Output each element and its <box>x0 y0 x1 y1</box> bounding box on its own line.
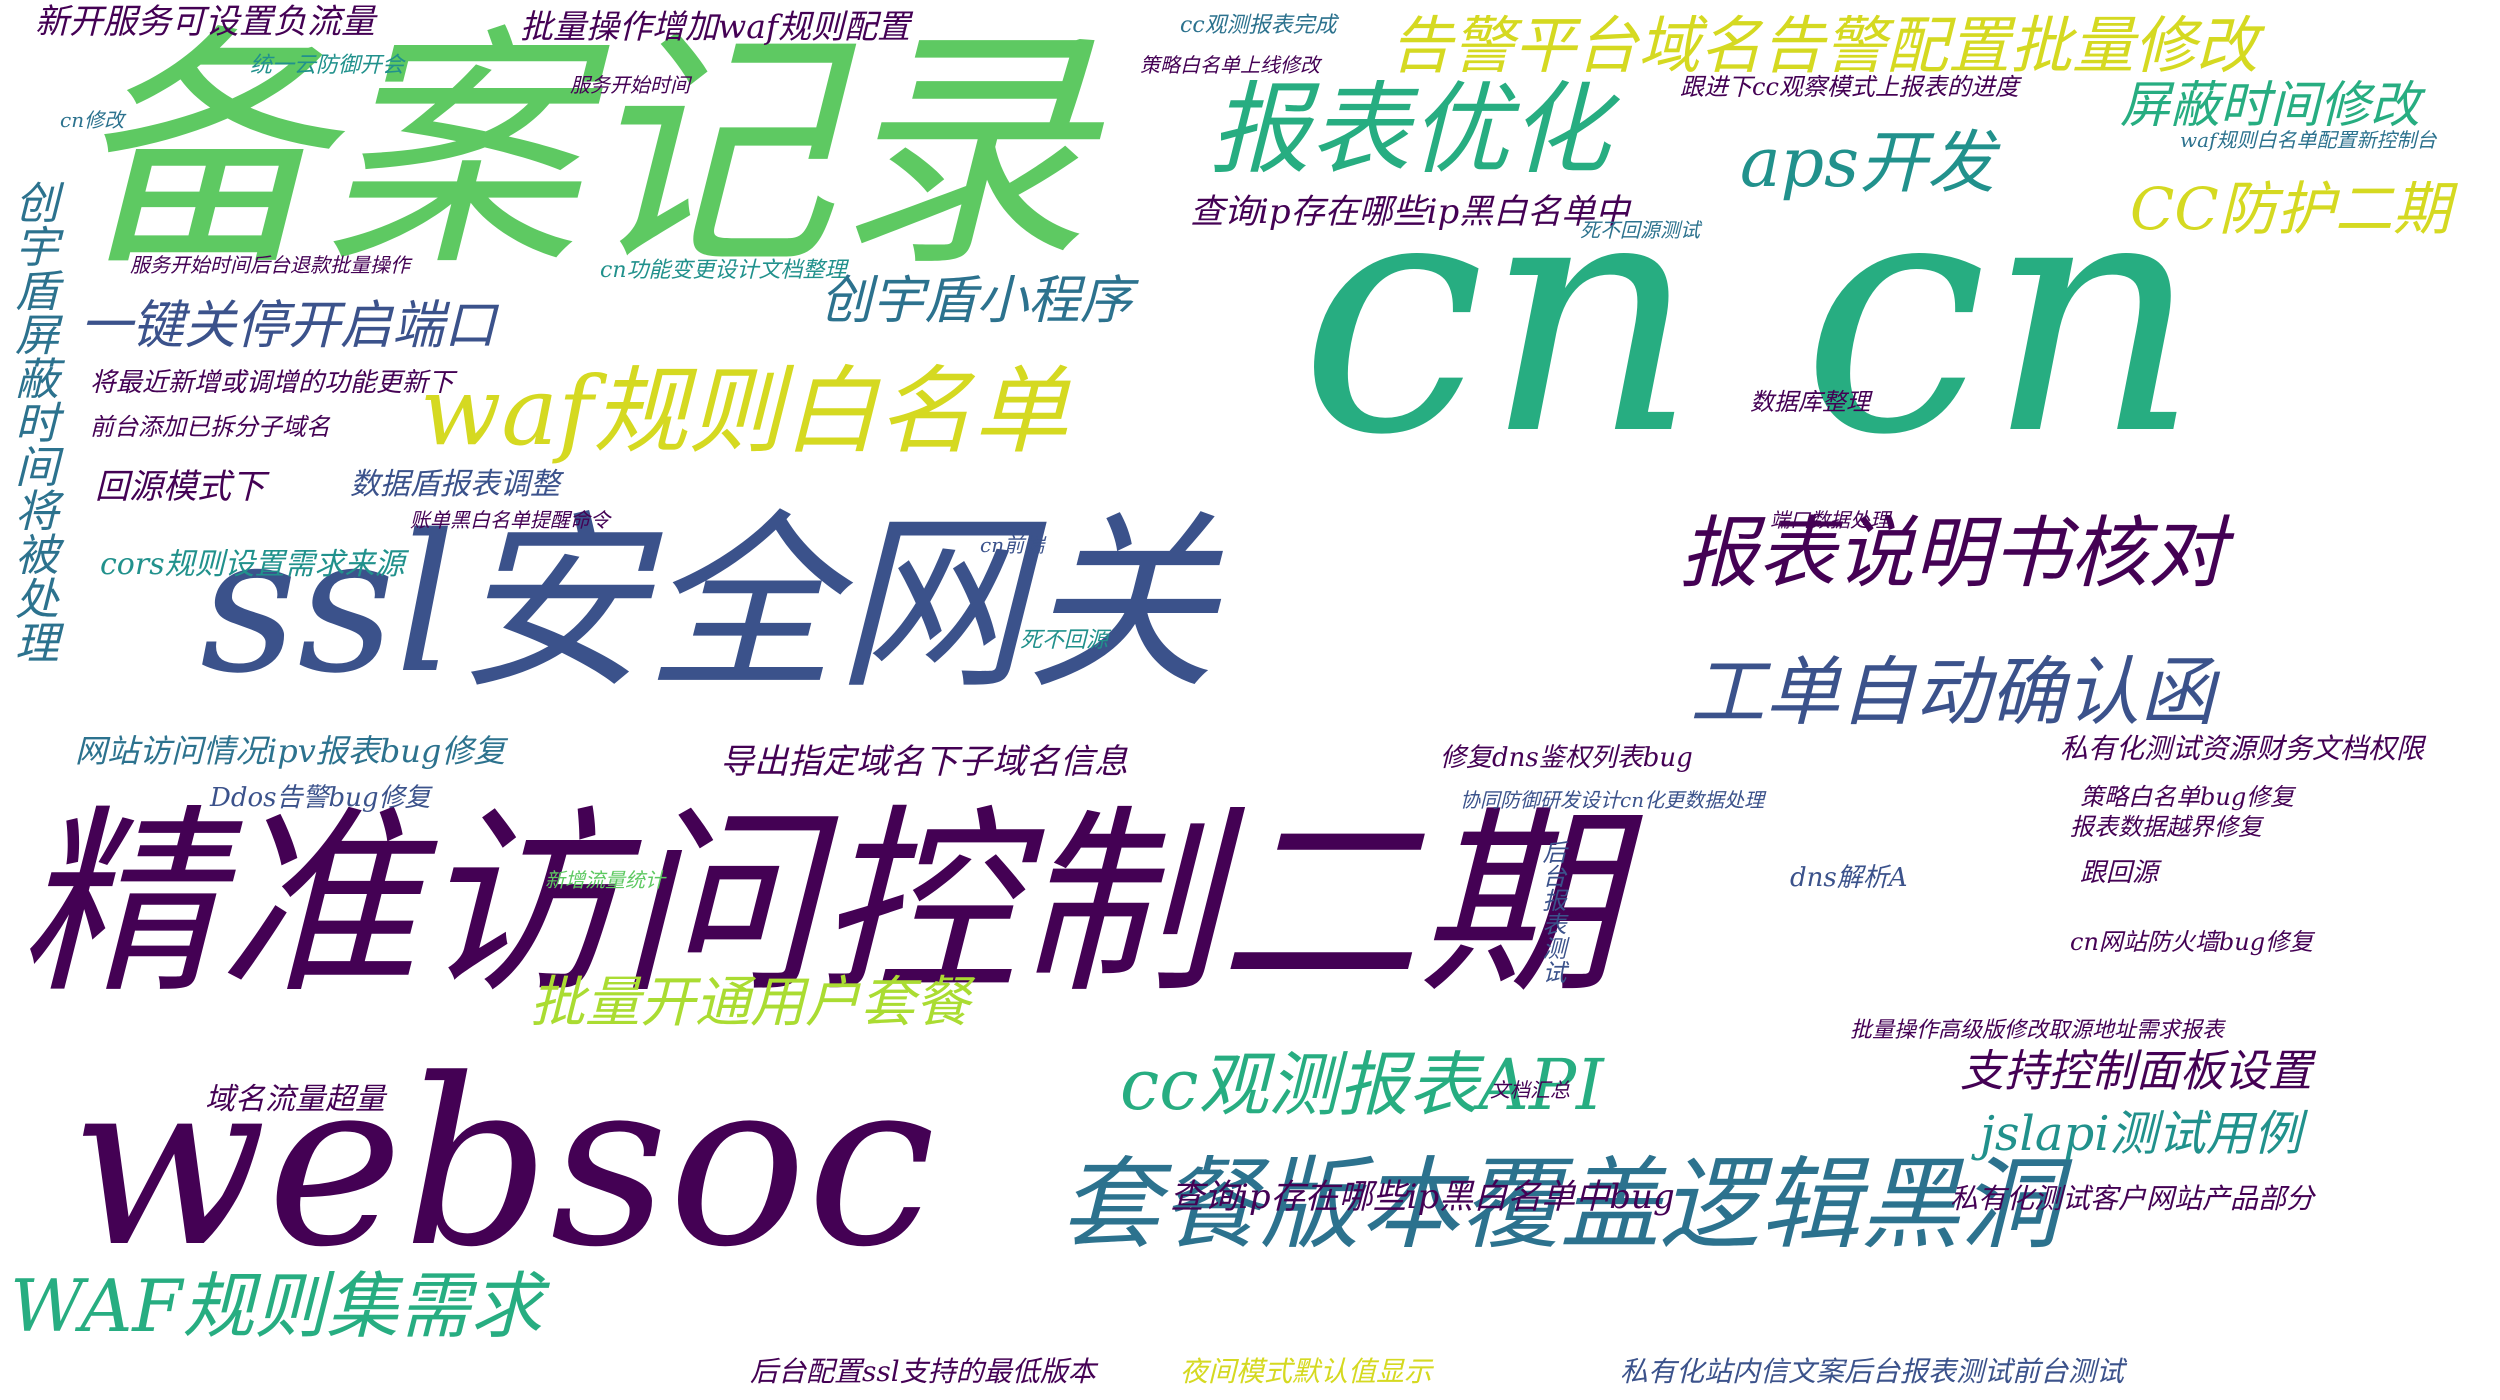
word-26: 批量操作增加waf规则配置 <box>520 7 911 46</box>
word-19: jslapi测试用例 <box>1980 1106 2302 1162</box>
word-60: cn前端 <box>980 533 1045 557</box>
word-17: 屏蔽时间修改 <box>2120 76 2420 134</box>
word-51: 服务开始时间 <box>570 73 690 97</box>
word-11: aps开发 <box>1740 124 1995 203</box>
word-0: 备案记录 <box>70 4 1090 301</box>
word-49: cc观测报表完成 <box>1180 13 1337 38</box>
word-59: 死不回源 <box>1020 628 1109 653</box>
word-52: 统一云防御开会 <box>250 53 405 78</box>
word-31: 后台配置ssl支持的最低版本 <box>750 1355 1096 1388</box>
word-7: 告警平台域名告警配置批量修改 <box>1390 9 2259 82</box>
word-54: cn功能变更设计文档整理 <box>600 258 847 283</box>
word-29: cors规则设置需求来源 <box>100 547 405 582</box>
word-44: 跟回源 <box>2080 858 2159 888</box>
word-13: cc观测报表API <box>1120 1044 1604 1126</box>
word-65: 新增流量统计 <box>545 868 665 892</box>
word-22: 查询ip存在哪些ip黑白名单中bug <box>1170 1177 1675 1217</box>
word-36: 创宇盾屏蔽时间将被处理 <box>7 180 58 664</box>
word-20: 支持控制面板设置 <box>1960 1046 2312 1097</box>
word-58: 协同防御研发设计cn化更数据处理 <box>1460 788 1765 812</box>
word-55: 服务开始时间后台退款批量操作 <box>130 253 410 277</box>
word-61: 死不回源测试 <box>1580 218 1700 242</box>
word-47: waf规则白名单配置新控制台 <box>2180 128 2437 152</box>
word-21: 查询ip存在哪些ip黑白名单中 <box>1190 192 1630 232</box>
word-3: ssl安全网关 <box>200 494 1216 715</box>
word-63: 文档汇总 <box>1490 1078 1570 1102</box>
word-57: 端口数据处理 <box>1770 508 1890 532</box>
word-38: 前台添加已拆分子域名 <box>90 413 330 441</box>
word-9: 报表说明书核对 <box>1680 509 2227 599</box>
word-10: 工单自动确认函 <box>1690 648 2216 736</box>
word-34: 私有化测试客户网站产品部分 <box>1950 1182 2315 1215</box>
word-16: 创宇盾小程序 <box>820 271 1133 331</box>
word-15: 一键关停开启端口 <box>80 296 497 356</box>
word-2: 精准访问控制二期 <box>18 788 1619 1021</box>
word-24: 网站访问情况ipv报表bug修复 <box>75 732 506 770</box>
word-5: 套餐版本覆盖逻辑黑洞 <box>1060 1146 2060 1263</box>
word-32: 夜间模式默认值显示 <box>1180 1355 1433 1388</box>
word-14: WAF规则集需求 <box>10 1264 543 1348</box>
word-56: 数据库整理 <box>1750 388 1870 416</box>
word-53: cn修改 <box>60 108 125 132</box>
word-50: 策略白名单上线修改 <box>1140 53 1320 77</box>
word-4: websoc <box>70 1031 936 1298</box>
word-62: 账单黑白名单提醒命令 <box>410 508 610 532</box>
word-25: 新开服务可设置负流量 <box>35 2 375 42</box>
word-30: 域名流量超量 <box>205 1082 385 1117</box>
word-28: 回源模式下 <box>95 467 265 507</box>
word-8: waf规则白名单 <box>420 357 1069 467</box>
word-40: 修复dns鉴权列表bug <box>1440 743 1693 773</box>
word-23: 导出指定域名下子域名信息 <box>720 742 1128 782</box>
word-46: 批量操作高级版修改取源地址需求报表 <box>1850 1018 2225 1043</box>
word-1: cn cn <box>1300 123 2200 507</box>
word-43: dns解析A <box>1790 863 1908 893</box>
word-45: cn网站防火墙bug修复 <box>2070 928 2314 956</box>
word-33: 私有化站内信文案后台报表测试前台测试 <box>1620 1355 2125 1388</box>
word-64: 后台报表测试 <box>1538 840 1566 984</box>
word-6: 报表优化 <box>1210 71 1610 188</box>
word-41: 策略白名单bug修复 <box>2080 783 2295 811</box>
word-12: CC防护二期 <box>2130 175 2451 243</box>
word-35: 私有化测试资源财务文档权限 <box>2060 732 2425 765</box>
word-27: 数据盾报表调整 <box>350 467 560 502</box>
word-42: 报表数据越界修复 <box>2070 813 2262 841</box>
word-37: 将最近新增或调增的功能更新下 <box>90 368 455 398</box>
word-18: 批量开通用户套餐 <box>530 970 971 1034</box>
word-48: 跟进下cc观察模式上报表的进度 <box>1680 73 2019 101</box>
word-39: Ddos告警bug修复 <box>210 783 431 813</box>
